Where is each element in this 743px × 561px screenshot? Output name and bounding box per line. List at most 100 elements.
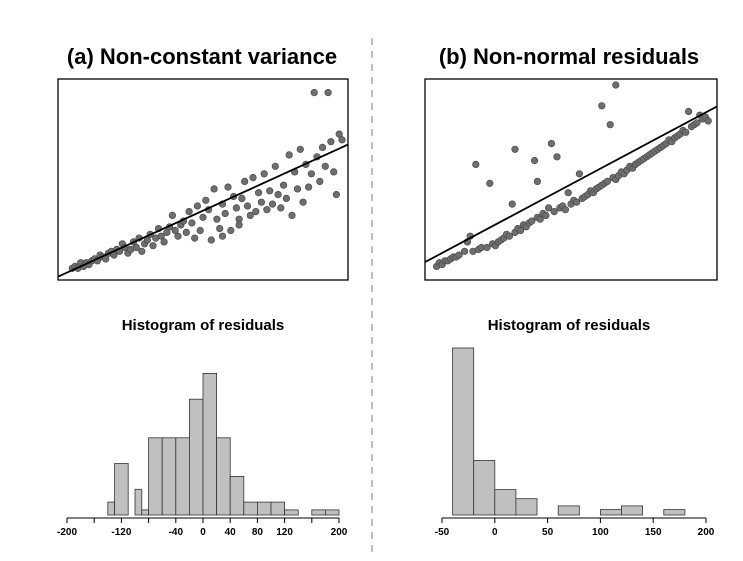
panel-a-point — [288, 211, 296, 219]
panel-a: (a) Non-constant variance — [57, 44, 349, 281]
panel-a-point — [191, 234, 199, 242]
histogram-a-tick-label: 200 — [331, 527, 348, 538]
histogram-a-bar — [311, 509, 326, 516]
histogram-a-bar — [175, 437, 190, 516]
panel-a-point — [285, 151, 293, 159]
panel-b-point — [505, 232, 514, 240]
panel-a-point — [282, 194, 291, 202]
panel-a-point — [199, 213, 207, 221]
histogram-a-tick-label: 0 — [200, 527, 206, 538]
histogram-b-tick-label: 200 — [698, 527, 715, 538]
histogram-a-tick-label: -200 — [57, 527, 77, 538]
histogram-a-bar — [229, 475, 245, 516]
panel-b-point — [472, 160, 480, 168]
panel-a-point — [160, 238, 168, 246]
histogram-a-title: Histogram of residuals — [122, 317, 285, 334]
histogram-a-tick-label: -40 — [169, 527, 184, 538]
histogram-a-tick-label: 120 — [276, 527, 293, 538]
histogram-b-bar — [494, 489, 517, 516]
histogram-b-bar — [515, 498, 538, 516]
panel-a-point — [299, 198, 307, 206]
panel-a-point — [305, 183, 313, 191]
histogram-b-bars — [452, 347, 686, 516]
panel-a-point — [149, 242, 157, 250]
panel-a-point — [268, 200, 277, 208]
panel-a-point — [249, 174, 257, 182]
histogram-a-bar — [114, 463, 129, 516]
panel-a-point — [316, 177, 324, 185]
histogram-a-bar — [270, 501, 286, 516]
panel-a-point — [202, 196, 210, 204]
panel-a-point — [274, 191, 282, 199]
histogram-b-bar — [621, 505, 644, 516]
panel-a-fit-line — [57, 143, 349, 278]
panel-b-point — [533, 177, 542, 185]
panel-a-point — [235, 221, 243, 229]
panel-b-point — [682, 128, 690, 136]
panel-a-point — [260, 170, 268, 178]
histogram-b-tick-label: -50 — [435, 527, 450, 538]
panel-b-point — [528, 217, 536, 225]
panel-a-point — [171, 226, 179, 235]
histogram-b-tick-label: 100 — [592, 527, 609, 538]
panel-b: (b) Non-normal residuals — [424, 44, 718, 281]
histogram-b-bar — [557, 505, 580, 516]
histogram-a-bar — [216, 437, 231, 516]
histogram-b-bar — [600, 509, 622, 516]
histogram-a-tick-label: 80 — [252, 527, 264, 538]
panel-b-fit-line — [424, 105, 718, 263]
panel-a-point — [335, 130, 343, 138]
panel-b-point — [508, 200, 516, 208]
panel-a-point — [207, 236, 215, 244]
panel-a-point — [188, 219, 196, 227]
panel-b-point — [606, 121, 614, 129]
panel-b-point — [483, 243, 491, 252]
panel-b-point — [553, 153, 561, 161]
panel-a-point — [293, 185, 302, 193]
panel-a-point — [174, 232, 182, 240]
panel-a-point — [310, 88, 318, 97]
panel-b-point — [486, 179, 494, 187]
panel-a-point — [327, 138, 335, 146]
panel-a-point — [296, 145, 304, 153]
histogram-a-bar — [202, 372, 218, 516]
panel-b-point — [550, 208, 558, 216]
panel-a-point — [263, 206, 271, 214]
panel-a-point — [271, 162, 279, 170]
histogram-a: Histogram of residuals -200 -120 -40 0 40 80 1… — [57, 317, 348, 538]
panel-b-point — [704, 117, 712, 125]
panel-a-point — [221, 209, 229, 218]
panel-a-point — [224, 183, 232, 191]
panel-b-point — [547, 140, 556, 148]
panel-a-point — [330, 168, 338, 176]
panel-b-title: (b) Non-normal residuals — [439, 44, 699, 69]
panel-b-point — [572, 198, 581, 206]
panel-a-point — [257, 198, 266, 206]
panel-a-point — [218, 232, 227, 240]
histogram-a-bar — [107, 501, 116, 516]
panel-a-plot-frame — [57, 78, 349, 281]
panel-b-point — [461, 247, 469, 255]
panel-b-point — [684, 107, 693, 116]
panel-b-point — [536, 215, 544, 223]
panel-b-point — [598, 102, 606, 110]
panel-a-point — [238, 194, 246, 202]
panel-a-point — [182, 228, 190, 236]
histogram-b-bar — [663, 509, 686, 516]
panel-a-point — [138, 247, 146, 255]
histogram-a-bar — [243, 501, 258, 516]
histogram-b-bar — [473, 460, 496, 516]
panel-a-point — [266, 187, 274, 195]
panel-a-title: (a) Non-constant variance — [67, 44, 337, 69]
panel-a-point — [193, 202, 201, 210]
panel-a-point — [318, 143, 327, 151]
histogram-a-bar — [188, 398, 204, 516]
histogram-a-x-axis: -200 -120 -40 0 40 80 120 200 — [57, 517, 348, 538]
panel-a-point — [243, 202, 252, 210]
panel-b-point — [561, 206, 570, 214]
histogram-a-bar — [148, 437, 163, 516]
histogram-b-tick-label: 50 — [542, 527, 554, 538]
panel-b-point — [544, 204, 553, 212]
histogram-a-tick-label: 40 — [225, 527, 237, 538]
